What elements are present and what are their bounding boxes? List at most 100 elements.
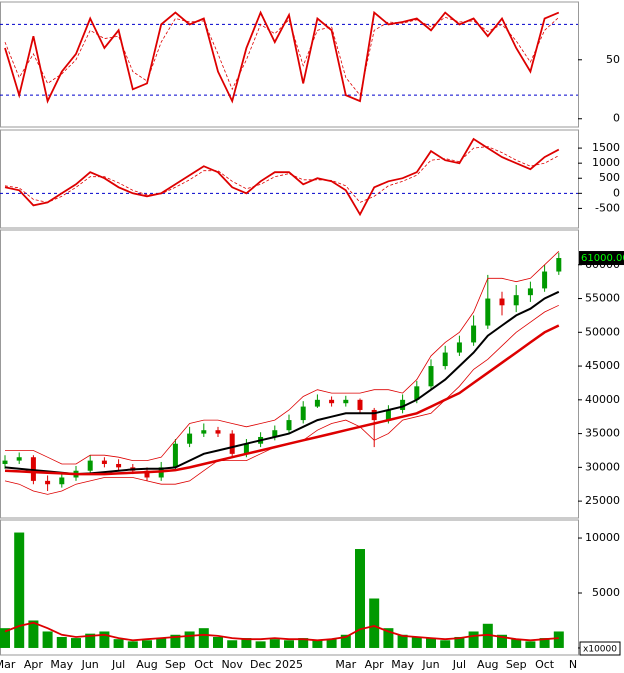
candle-body <box>428 366 434 387</box>
last-price-box <box>579 251 624 266</box>
volume-bar <box>411 636 422 648</box>
x-tick-label: Mar <box>0 658 16 671</box>
x-tick-label: May <box>50 658 73 671</box>
volume-bar <box>539 638 550 648</box>
volume-bar <box>0 628 10 648</box>
candle-body <box>371 409 377 421</box>
x-tick-label: Mar <box>335 658 356 671</box>
series-line <box>5 251 560 465</box>
x-tick-label: Apr <box>24 658 44 671</box>
panel-frame <box>0 1 579 128</box>
volume-bar <box>553 631 564 648</box>
volume-bar <box>14 532 25 648</box>
axis-unit: x10000 <box>583 645 617 655</box>
panel-frame <box>0 129 579 229</box>
volume-bar <box>255 641 266 648</box>
candle-body <box>215 430 221 434</box>
volume-bar <box>355 549 365 648</box>
volume-bar <box>298 638 309 648</box>
x-tick-label: Jun <box>81 658 99 671</box>
volume-bar <box>142 640 152 648</box>
y-tick-label: 30000 <box>585 460 620 473</box>
y-tick-label: 50000 <box>585 325 620 338</box>
y-tick-label: 40000 <box>585 393 620 406</box>
y-tick-label: 1000 <box>592 156 620 169</box>
volume-bar <box>312 640 323 648</box>
candle-body <box>499 298 505 306</box>
volume-bar <box>213 636 223 648</box>
y-tick-label: 10000 <box>585 531 620 544</box>
candle-body <box>542 271 548 289</box>
candle-body <box>456 342 462 353</box>
volume-bar <box>156 638 167 648</box>
series-line <box>4 10 560 104</box>
candle-body <box>513 295 519 306</box>
volume-bar <box>383 628 394 648</box>
volume-bar <box>241 638 252 648</box>
x-tick-label: Dec <box>250 658 271 671</box>
volume-bar <box>28 620 39 648</box>
candle-body <box>286 420 292 431</box>
x-tick-label: Aug <box>136 658 157 671</box>
candle-body <box>172 443 178 468</box>
series-line <box>4 16 560 97</box>
y-tick-label: -500 <box>595 201 620 214</box>
candle-body <box>442 352 448 367</box>
candle-body <box>59 477 65 485</box>
panel-frame <box>0 519 579 656</box>
last-price-label: 61000.00 <box>581 253 624 264</box>
candle-body <box>485 298 491 326</box>
volume-bar <box>99 631 110 648</box>
x-tick-label: N <box>569 658 577 671</box>
volume-bar <box>269 639 280 648</box>
candle-body <box>87 460 93 471</box>
volume-bar <box>227 640 238 648</box>
candle-body <box>314 399 320 407</box>
x-tick-label: Jul <box>452 658 466 671</box>
y-tick-label: 25000 <box>585 494 620 507</box>
y-tick-label: 55000 <box>585 292 620 305</box>
candle-body <box>2 460 8 464</box>
candle-body <box>357 399 363 410</box>
candle-body <box>30 457 36 481</box>
y-tick-label: 500 <box>599 171 620 184</box>
volume-bar <box>184 631 195 648</box>
volume-bar <box>454 636 465 648</box>
candle-body <box>16 457 22 461</box>
panel-frame <box>0 229 579 519</box>
candle-body <box>471 325 477 343</box>
candle-body <box>144 470 150 478</box>
volume-bar <box>511 639 522 648</box>
unit-box <box>579 641 621 656</box>
candle-body <box>243 443 249 454</box>
candle-body <box>45 480 51 485</box>
candle-body <box>556 258 562 272</box>
volume-bar <box>468 631 479 648</box>
series-line <box>4 324 560 476</box>
candle-body <box>229 433 235 454</box>
candle-body <box>385 409 391 421</box>
series-line <box>4 146 559 203</box>
volume-bar <box>340 634 351 648</box>
volume-bar <box>284 640 294 648</box>
y-tick-label: 0 <box>613 112 620 125</box>
x-tick-label: Jun <box>421 658 439 671</box>
volume-bar <box>170 634 181 648</box>
x-tick-label: May <box>391 658 414 671</box>
volume-bar <box>426 638 436 648</box>
y-tick-label: 50 <box>606 53 620 66</box>
candle-body <box>116 463 122 468</box>
volume-bar <box>127 641 138 648</box>
series-line <box>4 290 560 476</box>
volume-bar <box>497 634 507 648</box>
y-tick-label: 0 <box>613 186 620 199</box>
candle-body <box>300 406 306 421</box>
y-tick-label: 35000 <box>585 427 620 440</box>
x-tick-label: Apr <box>365 658 385 671</box>
volume-bar <box>42 631 53 648</box>
y-tick-label: 45000 <box>585 359 620 372</box>
series-line <box>4 621 559 642</box>
volume-bar <box>397 634 408 648</box>
volume-bar <box>113 639 124 648</box>
x-tick-label: Sep <box>165 658 186 671</box>
